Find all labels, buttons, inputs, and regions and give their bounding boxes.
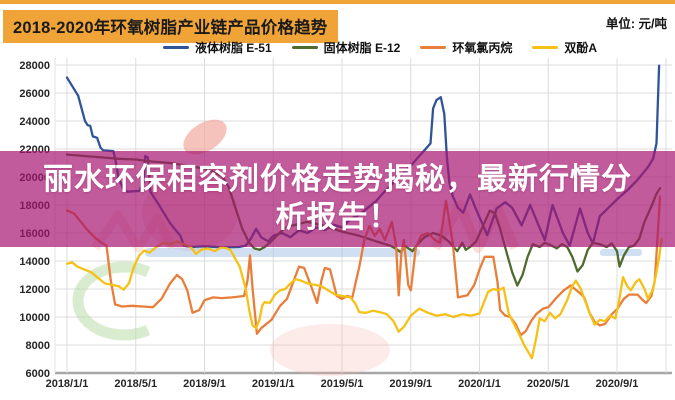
x-tick-label: 2020/1/1 [458, 378, 501, 390]
y-tick-label: 12000 [19, 284, 50, 296]
legend-item-e51: 液体树脂 E-51 [162, 39, 272, 56]
x-tick-label: 2018/5/1 [114, 378, 157, 390]
legend-label-e51: 液体树脂 E-51 [194, 41, 272, 55]
unit-label: 单位: 元/吨 [605, 17, 667, 31]
top-accent-bar [0, 0, 675, 4]
x-tick-label: 2020/9/1 [596, 378, 639, 390]
y-tick-label: 10000 [19, 312, 50, 324]
y-tick-label: 26000 [19, 88, 50, 100]
chart-title: 2018-2020年环氧树脂产业链产品价格趋势 [3, 10, 338, 43]
x-tick-label: 2018/1/1 [46, 378, 89, 390]
legend-label-bpa: 双酚A [564, 41, 598, 55]
x-tick-label: 2019/1/1 [252, 378, 295, 390]
x-tick-label: 2018/9/1 [183, 378, 226, 390]
watermark-swoosh [72, 261, 151, 341]
y-tick-label: 14000 [19, 256, 50, 268]
bpa-line-swatch [532, 45, 559, 50]
x-tick-label: 2020/5/1 [527, 378, 570, 390]
legend-item-e12: 固体树脂 E-12 [291, 39, 401, 56]
x-tick-label: 2019/5/1 [321, 378, 364, 390]
legend-item-ech: 环氧氯丙烷 [420, 39, 512, 56]
legend-label-e12: 固体树脂 E-12 [323, 41, 401, 55]
watermark-blob [270, 324, 390, 376]
e51-line-swatch [162, 45, 189, 50]
watermark-bar [600, 249, 642, 256]
ech-line-swatch [420, 45, 447, 50]
watermark-blob [183, 119, 227, 155]
promo-banner-line2: 析报告！ [275, 201, 400, 234]
promo-banner-line1: 丽水环保相容剂价格走势揭秘，最新行情分 [43, 163, 632, 196]
y-tick-label: 8000 [26, 340, 50, 352]
y-tick-label: 6000 [26, 368, 50, 380]
legend-label-ech: 环氧氯丙烷 [452, 41, 513, 55]
x-tick-label: 2019/9/1 [389, 378, 432, 390]
legend-item-bpa: 双酚A [532, 39, 597, 56]
promo-banner: 丽水环保相容剂价格走势揭秘，最新行情分 析报告！ [0, 151, 675, 247]
y-tick-label: 28000 [19, 60, 50, 72]
watermark-bar [145, 248, 420, 257]
e12-line-swatch [291, 45, 318, 50]
legend: 液体树脂 E-51 固体树脂 E-12 环氧氯丙烷 双酚A [110, 39, 650, 56]
y-tick-label: 24000 [19, 116, 50, 128]
